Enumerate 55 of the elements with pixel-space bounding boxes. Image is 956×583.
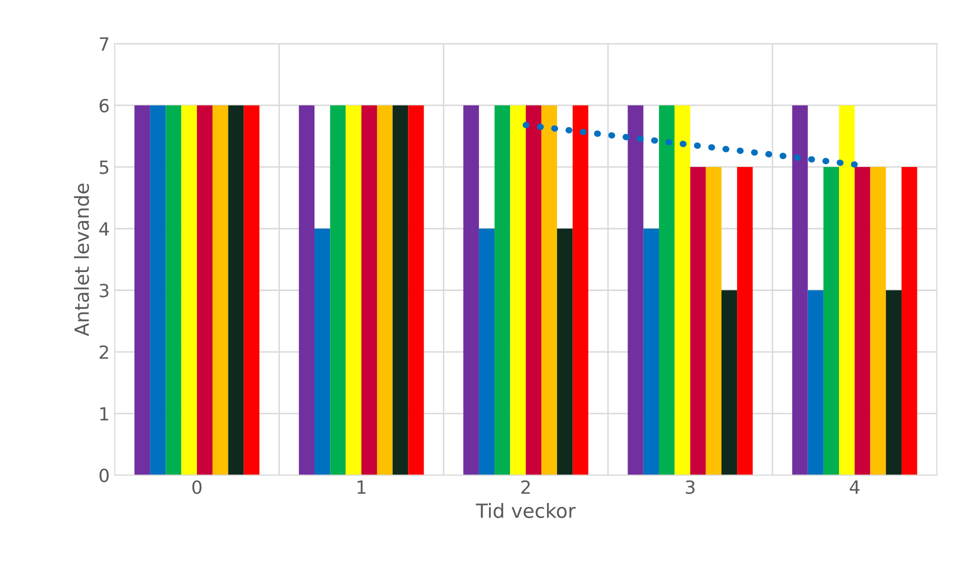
y-tick-label: 0 <box>100 468 109 482</box>
bar <box>166 105 182 476</box>
bar <box>886 290 902 476</box>
bar <box>658 105 675 476</box>
bar <box>510 105 526 476</box>
bar <box>572 105 588 476</box>
bar <box>196 105 213 476</box>
bar <box>494 105 510 476</box>
bar <box>181 105 197 476</box>
bar <box>737 166 753 476</box>
bar <box>392 105 408 476</box>
bar <box>690 166 706 476</box>
bar <box>628 105 644 476</box>
bar <box>526 105 542 476</box>
bar <box>721 290 738 476</box>
y-tick-label: 4 <box>99 222 109 236</box>
x-tick-label: 0 <box>192 480 202 494</box>
bar <box>376 105 393 476</box>
x-axis-title: Tid veckor <box>476 503 576 518</box>
bar <box>150 105 166 476</box>
bar <box>643 228 659 476</box>
bar <box>244 105 260 476</box>
y-tick-label: 7 <box>100 37 108 51</box>
bar <box>854 166 870 476</box>
bar <box>330 105 346 476</box>
y-tick-label: 2 <box>100 345 108 359</box>
bar <box>408 105 424 476</box>
x-tick-label: 1 <box>358 480 366 494</box>
x-tick-label: 2 <box>521 480 530 494</box>
bar <box>134 105 150 476</box>
y-tick-label: 5 <box>100 160 108 174</box>
y-tick-label: 3 <box>100 284 108 298</box>
y-tick-label: 1 <box>100 407 108 420</box>
bar <box>870 166 886 476</box>
bar <box>674 105 690 476</box>
bar <box>823 166 840 476</box>
bar <box>478 228 495 476</box>
bar <box>706 166 722 476</box>
bar <box>839 105 855 476</box>
bar <box>212 105 228 476</box>
bar <box>902 166 918 476</box>
y-axis-title: Antalet levande <box>74 184 90 336</box>
y-tick-label: 6 <box>100 98 109 112</box>
bar <box>298 105 315 476</box>
bar <box>228 105 244 476</box>
bar <box>314 228 330 476</box>
bar <box>557 228 573 476</box>
bar <box>792 105 808 476</box>
bar <box>361 105 377 476</box>
bar <box>463 105 479 476</box>
x-tick-label: 3 <box>686 480 695 494</box>
x-tick-label: 4 <box>850 480 860 494</box>
bar <box>541 105 558 476</box>
bar <box>346 105 362 476</box>
bar <box>808 290 824 476</box>
